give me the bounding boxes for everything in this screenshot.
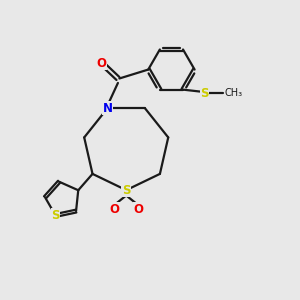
- Text: S: S: [122, 184, 130, 196]
- Text: S: S: [51, 209, 60, 222]
- Text: S: S: [200, 87, 209, 100]
- Text: CH₃: CH₃: [224, 88, 242, 98]
- Text: O: O: [133, 203, 143, 216]
- Text: O: O: [97, 56, 106, 70]
- Text: N: N: [103, 102, 112, 115]
- Text: O: O: [109, 203, 119, 216]
